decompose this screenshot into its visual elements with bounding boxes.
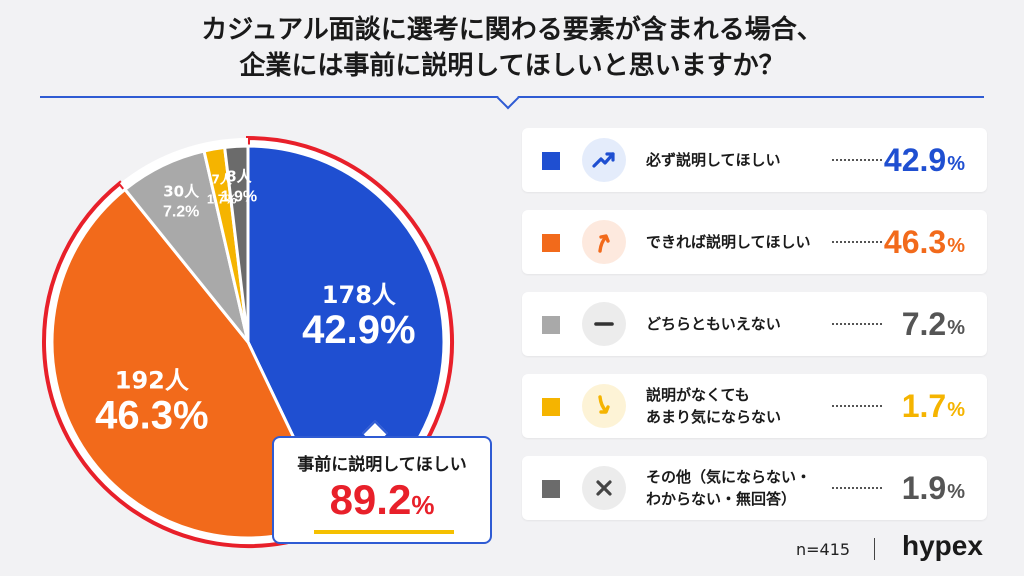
summary-callout: 事前に説明してほしい 89.2% [272, 436, 492, 544]
legend-row-5: その他（気にならない・ わからない・無回答） 1.9% [522, 456, 987, 520]
slice-label-4: 7人 1.7% [207, 171, 237, 206]
legend: 必ず説明してほしい 42.9% できれば説明してほしい 46.3% どちらともいえない 7… [522, 128, 987, 538]
legend-percent-1: 42.9% [884, 128, 965, 192]
legend-percent-number: 1.7 [901, 387, 947, 424]
slice-count-3: 30人 [163, 182, 200, 200]
legend-percent-5: 1.9% [902, 456, 965, 520]
legend-percent-number: 42.9 [883, 141, 947, 178]
slice-count-2: 192人 [115, 367, 189, 395]
pie-slice-2 [50, 187, 335, 540]
legend-row-4: 説明がなくても あまり気にならない 1.7% [522, 374, 987, 438]
legend-percent-4: 1.7% [902, 374, 965, 438]
legend-label-5: その他（気にならない・ わからない・無回答） [646, 468, 812, 508]
sample-size: n=415 [796, 540, 851, 559]
slice-count-5: 8人 [226, 167, 252, 185]
legend-swatch-5 [542, 480, 560, 498]
legend-percent-number: 46.3 [883, 223, 947, 260]
arrow-up-icon [582, 220, 626, 264]
legend-percent-unit: % [947, 152, 965, 175]
legend-percent-unit: % [947, 316, 965, 339]
slice-label-3: 30人 7.2% [163, 182, 200, 220]
brand-logo: hypex [902, 530, 983, 561]
pie-slice-5 [222, 144, 250, 343]
arrow-down-icon [582, 384, 626, 428]
callout-unit: % [411, 490, 435, 520]
trend-up-icon [582, 138, 626, 182]
legend-percent-number: 7.2 [901, 305, 947, 342]
legend-percent-unit: % [947, 480, 965, 503]
slice-percent-1: 42.9% [302, 308, 415, 352]
legend-leader-dots [832, 405, 882, 407]
chart-title: カジュアル面談に選考に関わる要素が含まれる場合、 企業には事前に説明してほしいと… [0, 12, 1024, 84]
legend-label-2: できれば説明してほしい [646, 233, 811, 251]
legend-label-1: 必ず説明してほしい [646, 151, 781, 169]
legend-percent-unit: % [947, 234, 965, 257]
legend-row-1: 必ず説明してほしい 42.9% [522, 128, 987, 192]
title-line-1: カジュアル面談に選考に関わる要素が含まれる場合、 [201, 15, 823, 45]
legend-percent-number: 1.9 [901, 469, 947, 506]
legend-leader-dots [832, 159, 882, 161]
legend-swatch-3 [542, 316, 560, 334]
legend-percent-3: 7.2% [902, 292, 965, 356]
legend-percent-unit: % [947, 398, 965, 421]
slice-percent-2: 46.3% [95, 394, 208, 438]
cross-icon [582, 466, 626, 510]
legend-label-3: どちらともいえない [646, 315, 781, 333]
legend-swatch-2 [542, 234, 560, 252]
legend-swatch-1 [542, 152, 560, 170]
slice-percent-3: 7.2% [163, 203, 199, 220]
slice-count-4: 7人 [212, 171, 233, 186]
callout-number: 89.2 [329, 476, 412, 523]
callout-value: 89.2% [274, 476, 490, 524]
legend-row-2: できれば説明してほしい 46.3% [522, 210, 987, 274]
legend-row-3: どちらともいえない 7.2% [522, 292, 987, 356]
legend-leader-dots [832, 487, 882, 489]
slice-count-1: 178人 [322, 281, 396, 309]
legend-label-4: 説明がなくても あまり気にならない [646, 386, 782, 426]
slice-percent-5: 1.9% [221, 188, 257, 205]
footer-separator [874, 538, 875, 560]
slice-label-5: 8人 1.9% [221, 167, 257, 205]
slice-percent-4: 1.7% [207, 191, 237, 206]
legend-percent-2: 46.3% [884, 210, 965, 274]
dash-icon [582, 302, 626, 346]
legend-leader-dots [832, 323, 882, 325]
legend-leader-dots [832, 241, 882, 243]
callout-underline [314, 530, 454, 534]
callout-label: 事前に説明してほしい [297, 455, 467, 475]
legend-swatch-4 [542, 398, 560, 416]
title-line-2: 企業には事前に説明してほしいと思いますか？ [239, 51, 785, 81]
